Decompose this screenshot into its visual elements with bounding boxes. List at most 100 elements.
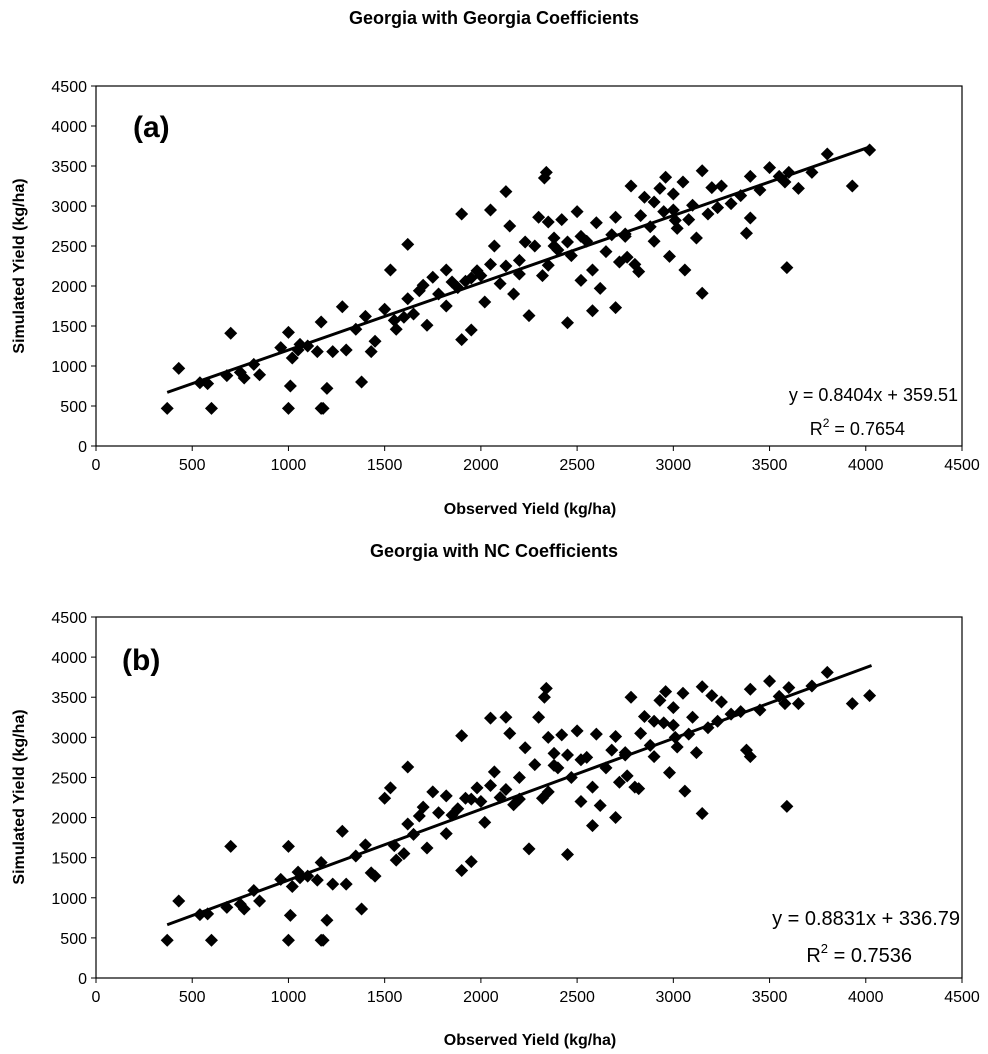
chart-a-point xyxy=(407,307,421,321)
chart-a-point xyxy=(326,345,340,359)
chart-b-point xyxy=(666,701,680,715)
chart-a-point xyxy=(560,235,574,249)
chart-a-point xyxy=(172,361,186,375)
chart-a-point xyxy=(464,271,478,285)
chart-a-point xyxy=(560,316,574,330)
chart-b-x-tick-label: 3500 xyxy=(752,989,788,1006)
chart-b-point xyxy=(416,800,430,814)
chart-a-point xyxy=(160,401,174,415)
chart-a-x-axis: 0 500 1000 1500 2000 2500 3000 3500 4000 4500 xyxy=(92,446,980,474)
chart-a-panel-label: (a) xyxy=(133,111,170,144)
chart-a-point xyxy=(609,210,623,224)
chart-a-point xyxy=(420,318,434,332)
chart-b-point xyxy=(518,741,532,755)
chart-a-y-tick-label: 2500 xyxy=(51,239,87,256)
chart-b-point xyxy=(383,781,397,795)
chart-b-point xyxy=(358,838,372,852)
chart-b-point xyxy=(574,753,588,767)
chart-a-x-tick-label: 0 xyxy=(92,457,101,474)
chart-a-point xyxy=(493,277,507,291)
chart-b-point xyxy=(314,933,328,947)
chart-a-point xyxy=(724,197,738,211)
chart-b-point xyxy=(560,748,574,762)
chart-b-title: Georgia with NC Coefficients xyxy=(370,541,618,561)
chart-b-x-tick-label: 3000 xyxy=(656,989,692,1006)
chart-a-point xyxy=(416,278,430,292)
chart-a-point xyxy=(358,309,372,323)
chart-b-point xyxy=(439,789,453,803)
chart-a-trendline xyxy=(166,144,873,394)
chart-b-point xyxy=(522,842,536,856)
chart-a-point xyxy=(439,263,453,277)
chart-b-point xyxy=(224,839,238,853)
chart-b-y-tick-label: 500 xyxy=(60,931,87,948)
chart-a-point xyxy=(574,229,588,243)
chart-a-point xyxy=(820,147,834,161)
chart-b-point xyxy=(285,880,299,894)
chart-b-point xyxy=(678,784,692,798)
chart-a-y-tick-label: 3000 xyxy=(51,199,87,216)
chart-b-r-squared-prefix: R xyxy=(806,945,820,967)
chart-b-x-axis: 0 500 1000 1500 2000 2500 3000 3500 4000 4500 xyxy=(92,978,980,1006)
chart-b-point xyxy=(560,847,574,861)
chart-a-point xyxy=(335,300,349,314)
chart-a-point xyxy=(662,249,676,263)
chart-b-point xyxy=(555,728,569,742)
chart-a-point xyxy=(711,201,725,215)
chart-b-point xyxy=(670,740,684,754)
chart-a-data-points xyxy=(160,143,877,415)
chart-b-point xyxy=(686,710,700,724)
chart-a-point xyxy=(695,286,709,300)
chart-a-point xyxy=(455,333,469,347)
chart-a-title: Georgia with Georgia Coefficients xyxy=(349,8,639,28)
chart-a-point xyxy=(632,265,646,279)
chart-a-point xyxy=(455,207,469,221)
chart-b-point xyxy=(586,819,600,833)
chart-b-point xyxy=(662,766,676,780)
chart-a-point xyxy=(609,301,623,315)
chart-b: Georgia with NC Coefficients 0 500 1000 150… xyxy=(11,541,980,1049)
chart-a-point xyxy=(541,215,555,229)
chart-b-x-tick-label: 4500 xyxy=(944,989,980,1006)
chart-a-point xyxy=(507,287,521,301)
chart-a-point xyxy=(547,239,561,253)
chart-a-point xyxy=(547,231,561,245)
chart-a-point xyxy=(695,164,709,178)
chart-b-point xyxy=(624,690,638,704)
chart-a-y-tick-label: 4000 xyxy=(51,119,87,136)
chart-b-point xyxy=(743,682,757,696)
chart-b-point xyxy=(474,795,488,809)
chart-a-point xyxy=(586,263,600,277)
chart-b-point xyxy=(160,933,174,947)
chart-b-x-axis-label: Observed Yield (kg/ha) xyxy=(444,1032,617,1049)
chart-b-x-tick-label: 500 xyxy=(179,989,206,1006)
chart-a-point xyxy=(484,203,498,217)
chart-b-point xyxy=(310,873,324,887)
chart-b-point xyxy=(609,811,623,825)
chart-b-point xyxy=(455,729,469,743)
chart-b-panel-label: (b) xyxy=(122,644,160,677)
chart-a-point xyxy=(339,343,353,357)
chart-a-point xyxy=(503,219,517,233)
chart-a-point xyxy=(620,250,634,264)
chart-a-y-tick-label: 1000 xyxy=(51,359,87,376)
chart-b-point xyxy=(478,815,492,829)
chart-b-point xyxy=(503,726,517,740)
chart-b-point xyxy=(689,746,703,760)
chart-a-point xyxy=(555,213,569,227)
chart-a-point xyxy=(657,205,671,219)
chart-a-x-tick-label: 1000 xyxy=(271,457,307,474)
chart-b-point xyxy=(570,724,584,738)
chart-a-r-squared-sup: 2 xyxy=(823,416,830,430)
chart-a-point xyxy=(647,234,661,248)
chart-a-point xyxy=(570,205,584,219)
chart-a-r-squared-prefix: R xyxy=(810,419,823,439)
chart-a-point xyxy=(780,261,794,275)
chart-b-point xyxy=(451,802,465,816)
chart-b-point xyxy=(401,760,415,774)
chart-b-point xyxy=(172,894,186,908)
chart-a-point xyxy=(701,207,715,221)
chart-b-point xyxy=(539,681,553,695)
chart-a-equation: y = 0.8404x + 359.51 xyxy=(789,385,958,405)
chart-b-point xyxy=(695,807,709,821)
